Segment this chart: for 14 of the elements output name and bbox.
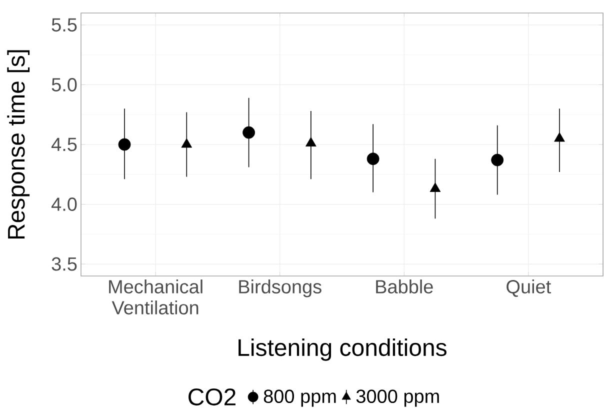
legend-label: 3000 ppm: [356, 390, 439, 407]
y-tick-label: 4.0: [52, 198, 77, 211]
y-axis-title: Response time [s]: [7, 50, 30, 239]
x-tick-label: Mechanical Ventilation: [109, 280, 202, 314]
legend-title: CO2: [188, 388, 236, 406]
y-tick-label: 5.0: [52, 78, 77, 92]
y-tick-label: 4.5: [52, 138, 77, 152]
y-tick-label: 5.5: [52, 18, 77, 32]
x-tick-label: Babble: [376, 280, 433, 294]
x-tick-label: Birdsongs: [239, 280, 322, 298]
legend-label: 800 ppm: [264, 390, 336, 407]
x-axis-title: Listening conditions: [238, 338, 446, 361]
x-tick-label: Quiet: [506, 280, 551, 297]
y-tick-label: 3.5: [52, 257, 77, 271]
